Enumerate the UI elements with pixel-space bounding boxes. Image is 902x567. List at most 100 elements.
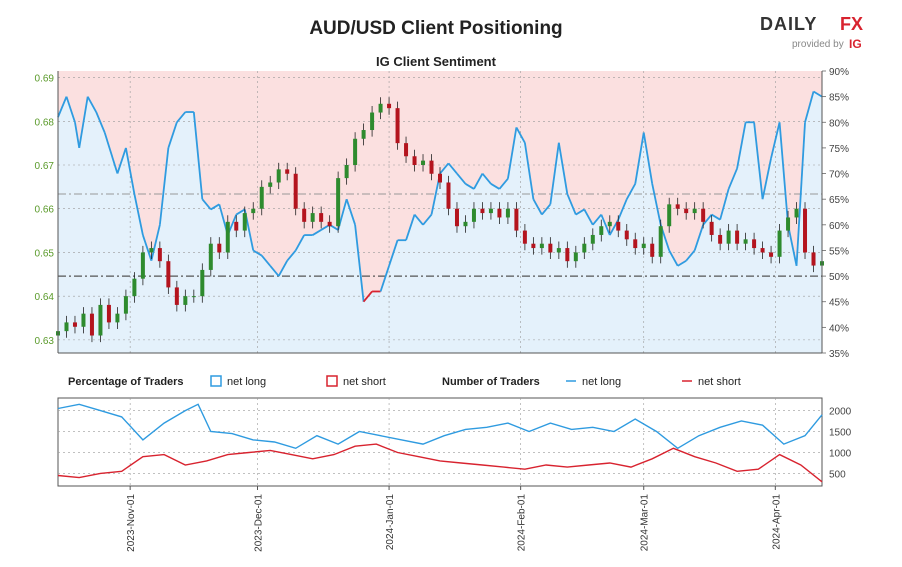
count-tick-label: 500 (829, 469, 846, 480)
sentiment-segment (261, 255, 271, 267)
count-tick-label: 2000 (829, 407, 852, 418)
sentiment-segment (566, 193, 577, 215)
candle-body (675, 204, 680, 209)
sentiment-segment (362, 290, 373, 303)
candle-body (412, 156, 417, 165)
sentiment-segment (736, 122, 747, 169)
sentiment-segment (583, 209, 594, 226)
sentiment-segment (575, 208, 585, 216)
pct-tick-label: 65% (829, 195, 849, 206)
sentiment-segment (142, 234, 153, 261)
candle-body (548, 243, 553, 253)
count-tick-label: 1500 (829, 428, 852, 439)
candle-body (641, 243, 646, 249)
sentiment-segment (693, 224, 705, 251)
sentiment-segment (490, 183, 500, 190)
candle-body (556, 248, 561, 253)
candle-body (242, 213, 247, 231)
candle-body (446, 182, 451, 209)
legend-pct-long-swatch (210, 375, 222, 387)
candle-body (590, 234, 595, 244)
sentiment-segment (787, 224, 798, 267)
candle-body (106, 304, 111, 323)
net-short-count-line (57, 443, 823, 483)
legend-pct-long: net long (227, 376, 266, 388)
candle-body (81, 313, 86, 327)
sentiment-segment (125, 147, 136, 195)
sentiment-segment (702, 213, 713, 226)
sentiment-segment (133, 193, 144, 236)
candle-body (667, 204, 672, 227)
logo-fx: FX (840, 14, 863, 34)
sentiment-segment (770, 122, 781, 159)
sentiment-segment (277, 260, 288, 277)
x-tick-label: 2023-Nov-01 (126, 494, 137, 552)
candle-body (302, 208, 307, 222)
sentiment-segment (541, 203, 552, 216)
pct-tick-label: 75% (829, 144, 849, 155)
candle-body (429, 160, 434, 174)
x-tick-label: 2024-Apr-01 (771, 494, 782, 550)
candle-body (684, 208, 689, 214)
sentiment-segment (549, 142, 560, 205)
sentiment-segment (158, 147, 170, 225)
candle-body (98, 304, 103, 336)
candle-body (361, 130, 366, 139)
candle-body (353, 138, 358, 165)
chart-title: AUD/USD Client Positioning (309, 18, 562, 39)
candle-body (276, 169, 281, 183)
sentiment-segment (116, 147, 127, 174)
sentiment-segment (150, 224, 161, 261)
candle-body (505, 208, 510, 218)
candle-body (624, 230, 629, 240)
x-tick-label: 2024-Mar-01 (640, 494, 651, 552)
price-sentiment-plot: 0.63 0.64 0.65 0.66 0.67 0.68 0.69 35% 40% 45% 50%… (35, 67, 850, 360)
candle-body (378, 103, 383, 113)
sentiment-segment (345, 198, 356, 226)
sentiment-segment (447, 162, 458, 175)
candle-body (132, 278, 137, 297)
candle-body (786, 217, 791, 231)
candle-body (174, 287, 179, 305)
candle-body (285, 169, 290, 174)
candle-body (438, 173, 442, 183)
sentiment-segment (388, 239, 399, 267)
sentiment-segment (481, 172, 492, 185)
candle-body (480, 208, 485, 214)
sentiment-segment (201, 198, 212, 211)
sentiment-segment (677, 259, 687, 267)
candle-body (259, 186, 264, 209)
candle-body (217, 243, 222, 253)
sentiment-segment (813, 90, 823, 98)
sentiment-segment (668, 250, 679, 267)
count-tick-label: 1000 (829, 448, 852, 459)
candle-body (64, 322, 69, 332)
pct-tick-label: 35% (829, 349, 849, 360)
pct-tick-label: 50% (829, 272, 849, 283)
candle-body (616, 221, 621, 231)
candle-body (701, 208, 706, 222)
sentiment-segment (532, 198, 543, 215)
candle-body (421, 160, 426, 165)
legend-num-long: net long (582, 376, 621, 388)
candle-body (234, 221, 239, 231)
sentiment-segment (74, 122, 81, 149)
sentiment-segment (711, 213, 721, 221)
sentiment-segment (465, 183, 475, 190)
sentiment-segment (600, 214, 611, 236)
candle-body (599, 226, 604, 235)
price-tick-label: 0.67 (35, 161, 55, 172)
sentiment-segment (65, 96, 76, 123)
candle-body (115, 313, 120, 323)
candle-body (471, 208, 476, 222)
sentiment-segment (413, 213, 424, 226)
candle-body (777, 230, 782, 257)
sentiment-segment (78, 96, 89, 149)
pct-tick-label: 40% (829, 323, 849, 334)
sentiment-segment (719, 188, 730, 220)
candle-body (123, 296, 128, 314)
sentiment-segment (405, 214, 416, 241)
candle-body (718, 234, 723, 244)
sentiment-segment (422, 213, 433, 226)
sentiment-segment (57, 96, 68, 118)
